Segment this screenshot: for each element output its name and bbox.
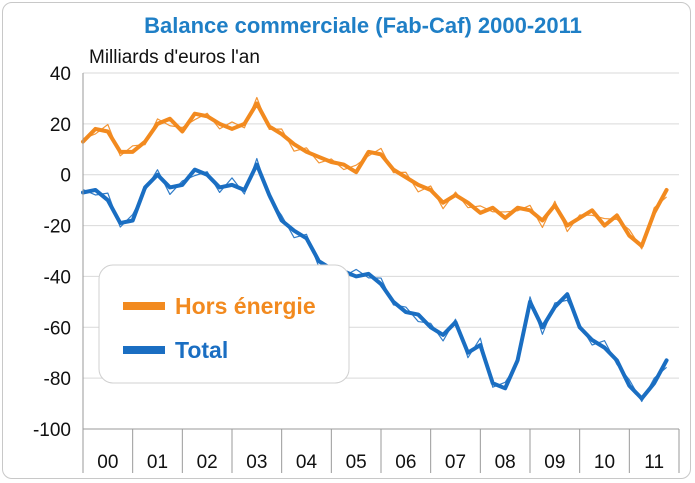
legend-label-hors-energie: Hors énergie [175,293,316,319]
y-tick-label: 40 [50,64,71,85]
y-tick-label: -40 [44,267,71,288]
y-tick-label: -80 [44,369,71,390]
chart-svg: Balance commerciale (Fab-Caf) 2000-2011 … [33,13,680,473]
axes: 40 20 0 -20 -40 -60 -80 -100 00 01 02 03 04 05 06 07 08 0… [33,64,680,473]
x-tick-label: 00 [97,452,118,473]
x-tick-label: 11 [644,452,664,473]
x-tick-label: 04 [296,452,318,473]
y-tick-label: -20 [44,217,71,238]
y-tick-label: 0 [60,166,71,187]
x-tick-label: 07 [445,452,466,473]
legend-box [98,264,350,384]
chart-frame: Balance commerciale (Fab-Caf) 2000-2011 … [2,2,691,479]
x-tick-label: 03 [246,452,267,473]
x-tick-label: 05 [346,452,367,473]
legend: Hors énergie Total [98,264,350,384]
x-tick-label: 08 [495,452,516,473]
y-unit-label: Milliards d'euros l'an [89,47,260,68]
y-tick-label: 20 [50,115,71,136]
y-tick-label: -60 [44,318,71,339]
series-line [81,101,669,248]
x-tick-label: 06 [395,452,416,473]
x-tick-label: 10 [594,452,615,473]
x-tick-label: 01 [147,452,168,473]
y-tick-label: -100 [33,420,71,441]
chart-title: Balance commerciale (Fab-Caf) 2000-2011 [144,13,582,38]
x-tick-label: 09 [544,452,565,473]
series-line [81,162,669,401]
series-layer [81,96,669,403]
x-tick-label: 02 [197,452,218,473]
legend-label-total: Total [175,337,228,363]
